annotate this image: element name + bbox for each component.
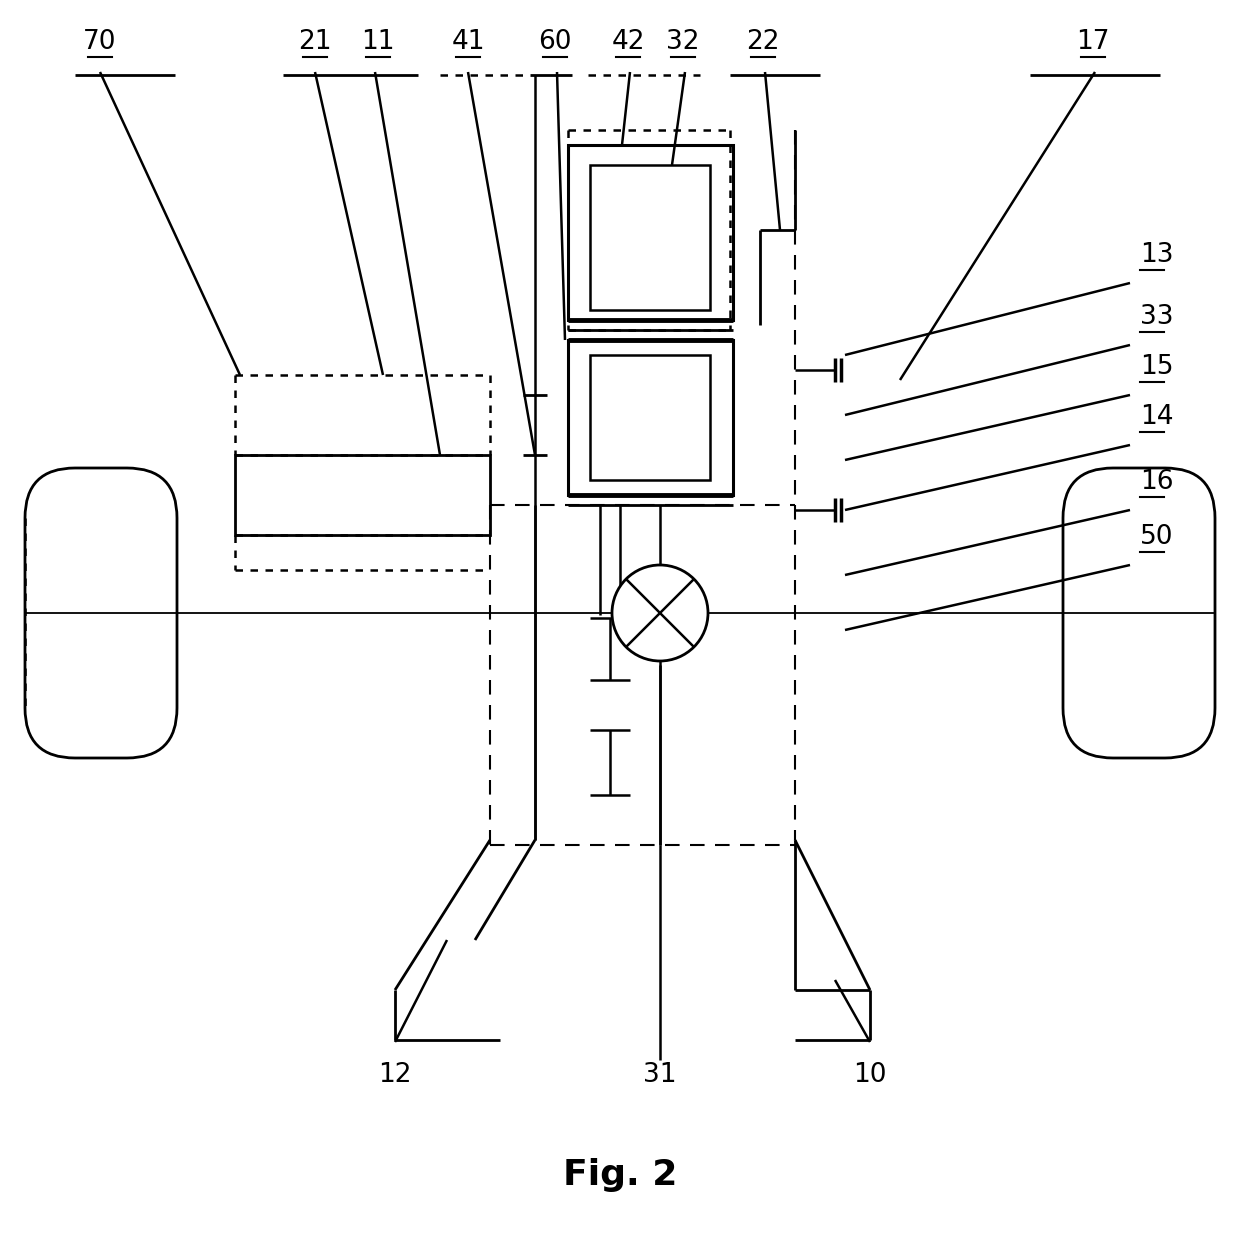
- Text: 42: 42: [611, 29, 645, 55]
- Bar: [590, 355, 711, 481]
- Bar: [590, 166, 711, 310]
- Text: 10: 10: [853, 1062, 887, 1088]
- Text: 41: 41: [451, 29, 485, 55]
- Text: 17: 17: [1076, 29, 1110, 55]
- Text: 60: 60: [538, 29, 572, 55]
- Text: 12: 12: [378, 1062, 412, 1088]
- Circle shape: [613, 565, 708, 661]
- Bar: [568, 144, 733, 320]
- Bar: [236, 454, 490, 535]
- Text: 22: 22: [746, 29, 780, 55]
- Text: 70: 70: [83, 29, 117, 55]
- Bar: [568, 340, 733, 496]
- Text: 16: 16: [1140, 469, 1173, 496]
- Text: Fig. 2: Fig. 2: [563, 1158, 677, 1191]
- Text: 21: 21: [299, 29, 332, 55]
- Text: 33: 33: [1140, 304, 1173, 330]
- Text: 31: 31: [644, 1062, 677, 1088]
- Text: 32: 32: [666, 29, 699, 55]
- Text: 15: 15: [1140, 354, 1173, 380]
- Text: 13: 13: [1140, 242, 1173, 268]
- Text: 11: 11: [361, 29, 394, 55]
- Text: 50: 50: [1140, 524, 1173, 550]
- Text: 14: 14: [1140, 403, 1173, 430]
